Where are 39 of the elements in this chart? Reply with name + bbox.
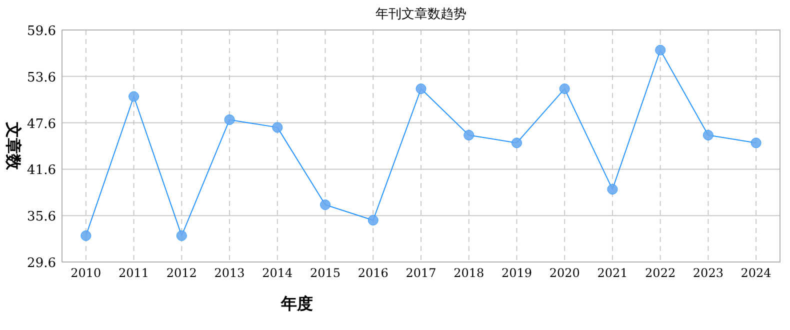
y-tick-label: 35.6 xyxy=(27,210,56,225)
x-axis-title: 年度 xyxy=(280,294,313,313)
x-tick-label: 2011 xyxy=(118,266,150,280)
point xyxy=(80,230,92,241)
point xyxy=(272,122,283,133)
point xyxy=(750,138,762,148)
point xyxy=(368,214,378,226)
point xyxy=(176,230,187,241)
y-axis-title: 文章数 xyxy=(4,121,23,171)
x-tick-label: 2023 xyxy=(692,266,724,280)
point xyxy=(464,130,474,140)
x-tick-label: 2019 xyxy=(501,266,532,280)
point xyxy=(702,130,714,140)
y-tick-label: 41.6 xyxy=(27,163,56,178)
point xyxy=(128,91,140,102)
point xyxy=(655,44,666,56)
x-tick-label: 2022 xyxy=(645,266,676,280)
x-tick-label: 2015 xyxy=(310,266,341,280)
x-tick-label: 2014 xyxy=(262,266,294,280)
x-tick-label: 2020 xyxy=(549,266,580,280)
x-tick-label: 2017 xyxy=(406,266,436,280)
x-tick-label: 2018 xyxy=(454,266,484,280)
y-tick-label: 47.6 xyxy=(27,116,56,132)
x-tick-label: 2016 xyxy=(358,266,388,280)
point xyxy=(416,84,426,94)
y-tick-label: 29.6 xyxy=(27,256,56,271)
x-tick-label: 2024 xyxy=(740,266,772,280)
x-tick-label: 2013 xyxy=(214,266,245,280)
point xyxy=(224,114,235,125)
y-tick-label: 53.6 xyxy=(27,70,56,86)
point xyxy=(320,200,331,210)
point xyxy=(511,138,522,148)
point xyxy=(559,84,570,94)
y-tick-label: 59.6 xyxy=(27,24,56,39)
chart-title: 年刊文章数趋势 xyxy=(376,7,466,22)
x-tick-label: 2012 xyxy=(166,266,197,280)
x-tick-label: 2010 xyxy=(70,266,102,280)
point xyxy=(607,184,618,195)
x-tick-label: 2021 xyxy=(597,266,628,280)
